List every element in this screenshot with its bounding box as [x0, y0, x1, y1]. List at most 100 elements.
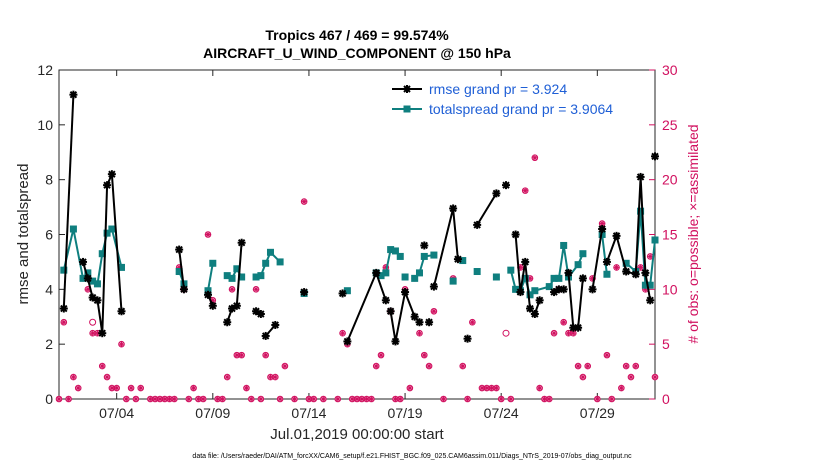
- rmse-point: [300, 288, 309, 297]
- totalspread-point: [430, 251, 438, 259]
- obs-assimilated-point: [579, 373, 587, 381]
- totalspread-point: [377, 272, 385, 280]
- obs-assimilated-point: [137, 384, 145, 392]
- totalspread-point: [401, 273, 409, 281]
- y-tick-label: 8: [45, 172, 53, 188]
- rmse-point: [69, 90, 78, 99]
- rmse-point: [425, 318, 434, 327]
- rmse-point: [271, 320, 280, 329]
- rmse-point: [622, 267, 631, 276]
- obs-assimilated-point: [204, 231, 212, 238]
- totalspread-point: [420, 252, 428, 260]
- obs-assimilated-point: [622, 362, 630, 370]
- obs-assimilated-point: [228, 286, 236, 293]
- totalspread-point: [473, 268, 481, 276]
- y-tick-label: 10: [37, 117, 53, 133]
- totalspread-point: [492, 273, 500, 281]
- totalspread-point: [646, 281, 654, 289]
- obs-assimilated-point: [334, 395, 342, 403]
- obs-assimilated-point: [459, 362, 467, 370]
- totalspread-point: [415, 269, 423, 277]
- obs-assimilated-point: [339, 329, 346, 337]
- obs-assimilated-point: [632, 362, 640, 370]
- obs-assimilated-point: [618, 384, 625, 392]
- rmse-point: [83, 274, 92, 283]
- obs-assimilated-point: [247, 395, 255, 403]
- y2-ticks: 0 5 10 15 20 25 30: [649, 62, 678, 407]
- rmse-point: [521, 257, 530, 266]
- rmse-point: [401, 288, 410, 297]
- rmse-point: [502, 181, 510, 190]
- rmse-point: [204, 290, 212, 299]
- obs-assimilated-point: [603, 351, 611, 359]
- y2-tick-label: 30: [662, 62, 678, 78]
- y-tick-label: 0: [45, 391, 53, 407]
- totalspread-point: [560, 241, 568, 249]
- totalspread-point: [531, 287, 539, 295]
- obs-assimilated-point: [377, 351, 385, 359]
- totalspread-point: [262, 259, 270, 267]
- rmse-point: [59, 304, 68, 313]
- rmse-point: [578, 274, 587, 283]
- obs-assimilated-point: [281, 362, 289, 370]
- obs-assimilated-point: [584, 362, 592, 370]
- rmse-point: [631, 270, 640, 279]
- rmse-point: [79, 257, 88, 266]
- rmse-point: [588, 285, 597, 294]
- legend-rmse-label: rmse grand pr = 3.924: [429, 81, 567, 97]
- rmse-point: [179, 285, 188, 294]
- totalspread-point: [391, 247, 399, 255]
- totalspread-point: [603, 270, 611, 278]
- totalspread-point: [175, 268, 183, 276]
- obs-assimilated-point: [151, 395, 159, 403]
- y2-tick-label: 25: [662, 117, 678, 133]
- obs-assimilated-point: [310, 395, 318, 403]
- obs-assimilated-point: [252, 286, 260, 293]
- legend-box: [386, 80, 650, 120]
- totalspread-point: [276, 258, 284, 266]
- rmse-point: [516, 288, 525, 297]
- x-tick-label: 07/14: [291, 405, 326, 421]
- totalspread-point: [69, 225, 77, 233]
- obs-possible-point: [89, 318, 97, 326]
- rmse-point: [391, 337, 400, 346]
- totalspread-line-segment: [207, 263, 214, 291]
- rmse-point: [612, 231, 621, 240]
- obs-assimilated-point: [276, 395, 284, 403]
- obs-assimilated-point: [560, 318, 567, 326]
- rmse-point: [651, 152, 659, 161]
- obs-assimilated-point: [238, 351, 245, 359]
- totalspread-point: [204, 287, 212, 295]
- obs-assimilated-point: [127, 384, 135, 392]
- legend: rmse grand pr = 3.924 totalspread grand …: [386, 80, 650, 120]
- totalspread-point: [507, 266, 515, 274]
- y-tick-label: 4: [45, 281, 53, 297]
- totalspread-point: [387, 246, 395, 254]
- y2-tick-label: 20: [662, 172, 678, 188]
- rmse-point: [598, 225, 607, 234]
- totalspread-point: [98, 250, 106, 258]
- rmse-point: [526, 304, 535, 313]
- obs-assimilated-point: [65, 395, 72, 403]
- rmse-point: [641, 268, 650, 277]
- rmse-point: [492, 189, 501, 198]
- obs-assimilated-point: [103, 373, 111, 381]
- obs-assimilated-point: [243, 384, 250, 392]
- obs-assimilated-point: [199, 395, 207, 403]
- y-tick-label: 2: [45, 336, 53, 352]
- rmse-point: [449, 204, 458, 213]
- obs-assimilated-point: [478, 384, 486, 392]
- totalspread-point: [343, 287, 351, 295]
- obs-assimilated-point: [132, 395, 140, 403]
- chart-subtitle: AIRCRAFT_U_WIND_COMPONENT @ 150 hPa: [203, 45, 511, 61]
- obs-assimilated-point: [368, 395, 375, 403]
- obs-assimilated-point: [60, 318, 68, 326]
- obs-assimilated-point: [190, 384, 197, 392]
- x-axis-label: Jul.01,2019 00:00:00 start: [270, 426, 444, 443]
- totalspread-point: [103, 229, 111, 237]
- totalspread-point: [545, 283, 553, 291]
- rmse-point: [117, 307, 126, 316]
- obs-assimilated-point: [536, 384, 543, 392]
- obs-assimilated-point: [550, 329, 558, 337]
